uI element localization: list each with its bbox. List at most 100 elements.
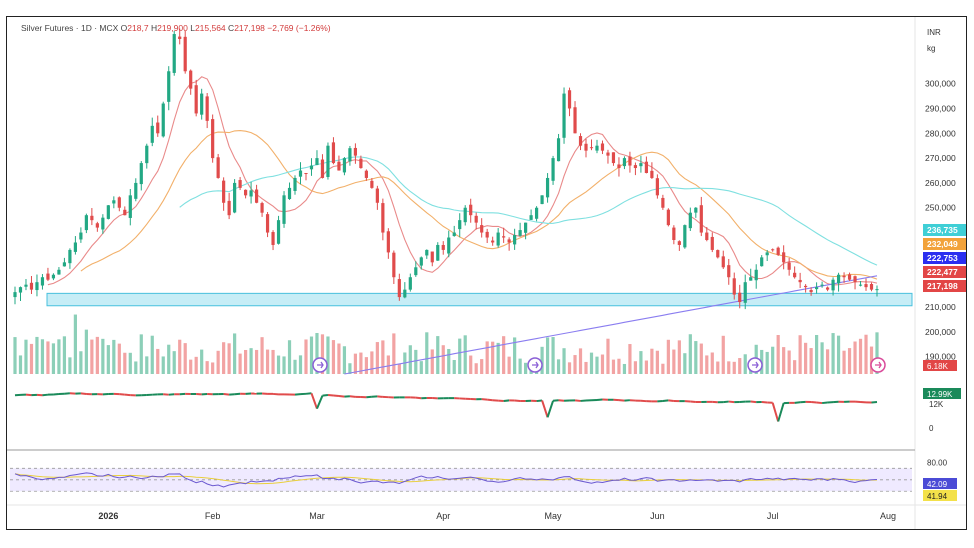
candle-body [254,189,259,203]
candle-body [189,70,193,89]
candle-body [617,164,621,169]
volume-bar [820,342,824,374]
candle-body [754,269,758,281]
accumulation-segment [322,394,329,397]
candle-body [29,282,34,290]
candle-body [90,215,94,221]
candle-body [666,209,670,226]
volume-bar [161,356,165,374]
candle-body [732,278,736,295]
candle-body [447,237,451,254]
candle-body [771,249,775,251]
candle-body [381,203,385,233]
volume-bar [831,333,835,374]
candle-body [738,292,742,303]
candle-body [106,205,110,219]
accumulation-segment [53,392,60,396]
accumulation-segment [487,398,493,402]
volume-bar [397,363,401,374]
candle-body [13,292,17,298]
change-value: −2,769 (−1.26%) [267,23,331,33]
candle-body [595,145,599,151]
candle-body [243,189,248,196]
candle-body [804,285,808,288]
candle-body [287,187,292,200]
candle-body [227,200,231,216]
volume-bar [595,356,599,374]
volume-bar [145,356,149,374]
volume-bar [809,348,813,374]
volume-bar [447,348,451,374]
ma-value-badge [923,266,966,278]
candle-body [474,215,478,223]
accumulation-segment [822,401,828,405]
volume-bar [644,360,649,374]
candle-body [238,180,242,188]
ma-value-badge [923,238,966,250]
candle-body [496,232,500,246]
volume-bar [139,334,143,374]
candle-body [260,203,264,213]
volume-bar [249,348,253,374]
volume-bar [57,339,61,374]
candle-body [469,204,473,216]
volume-bar [798,335,802,374]
candle-body [370,180,374,188]
volume-bar [293,359,297,374]
support-zone [46,292,913,307]
volume-bar [364,357,368,374]
volume-bar [463,335,467,374]
candle-body [101,217,105,230]
chart-legend: Silver Futures · 1D · MCX O218,7 H219,90… [21,23,331,33]
time-tick-label: Aug [880,511,896,521]
candle-body [419,257,423,266]
candle-body [211,119,215,159]
candle-body [622,158,627,167]
volume-bar [342,346,347,374]
candle-body [200,93,204,115]
accumulation-value-label: 12.99K [927,390,953,399]
candle-body [156,122,160,134]
volume-bar [556,359,561,374]
volume-bar [716,361,720,374]
volume-bar [271,349,275,374]
candle-body [589,147,594,149]
candle-body [161,103,165,137]
volume-bar [233,333,237,374]
candle-body [342,158,347,173]
candle-body [556,138,561,162]
volume-bar [815,334,819,374]
volume-bar [655,350,659,374]
volume-bar [430,349,434,374]
candle-series [13,28,879,310]
candle-body [62,262,67,267]
volume-bar [84,329,88,374]
price-tick-label: 300,000 [925,79,956,89]
price-tick-label: 270,000 [925,153,956,163]
volume-bar [73,314,77,374]
candle-body [721,256,725,268]
candle-body [392,252,396,278]
candle-body [793,272,797,278]
candle-body [84,215,88,231]
candle-body [743,282,747,303]
candle-body [24,284,28,287]
candle-body [315,158,319,166]
candle-body [644,161,649,173]
accumulation-segment [771,402,780,422]
candle-body [858,284,863,286]
time-tick-label: Jun [650,511,665,521]
event-arrow-icon [875,361,882,369]
accumulation-segment [558,399,565,402]
volume-bar [106,345,110,374]
volume-bar [771,346,775,374]
volume-bar [167,344,171,374]
candle-body [128,195,132,218]
volume-bar [622,363,627,374]
ma-value-label: 217,198 [927,281,958,291]
volume-bar [600,354,605,374]
volume-bar [238,353,242,374]
volume-bar [458,338,462,374]
price-chart[interactable]: INR kg 190,000 200,000 210,000 250,000 260,000… [7,17,967,530]
volume-bar [677,340,681,374]
